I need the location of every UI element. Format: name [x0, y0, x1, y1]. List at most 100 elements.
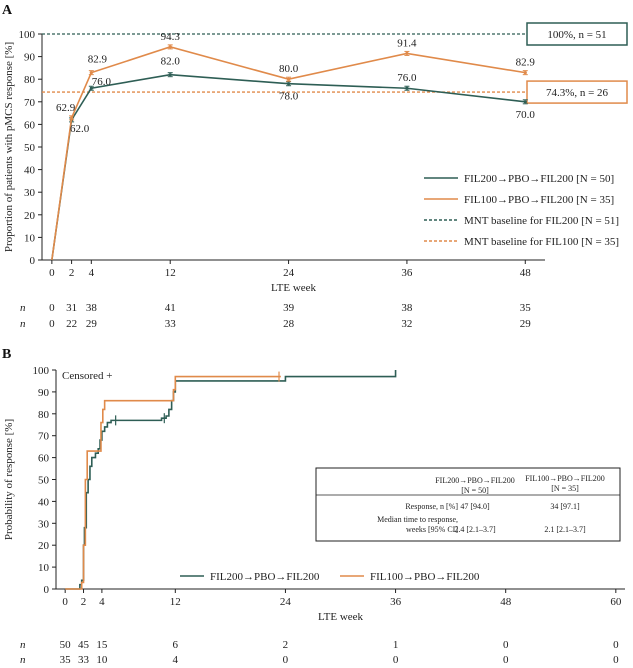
b-y-tick-label: 40 — [38, 496, 50, 508]
a-data-label-1: 82.9 — [88, 54, 108, 66]
b-table-cell: 2.4 [2.1–3.7] — [454, 525, 496, 534]
b-legend-label-1: FIL100→PBO→FIL200 — [370, 571, 480, 583]
b-risk-fil200: 50 — [60, 639, 72, 651]
b-x-tick-label: 48 — [500, 596, 512, 608]
b-x-tick-label: 2 — [81, 596, 87, 608]
b-risk-fil100: 0 — [393, 654, 399, 666]
b-y-tick-label: 10 — [38, 562, 50, 574]
a-y-tick-label: 40 — [24, 165, 36, 177]
b-risk-label-fil100: n — [20, 654, 26, 666]
a-y-tick-label: 90 — [24, 52, 36, 64]
a-data-label-1: 80.0 — [279, 63, 299, 75]
b-risk-fil200: 0 — [503, 639, 509, 651]
a-y-tick-label: 10 — [24, 232, 36, 244]
a-legend-label-1: FIL100→PBO→FIL200 [N = 35] — [464, 194, 614, 206]
b-table-header-fil200: FIL200→PBO→FIL200 [N = 50] — [435, 476, 515, 495]
a-risk-fil200: 38 — [86, 302, 98, 314]
b-censor-note: Censored + — [62, 370, 113, 382]
b-x-tick-label: 60 — [610, 596, 622, 608]
b-risk-fil100: 0 — [503, 654, 509, 666]
a-callout-box-fil100 — [526, 80, 628, 104]
a-y-tick-label: 20 — [24, 210, 36, 222]
a-point-0 — [286, 82, 291, 86]
b-risk-fil100: 4 — [173, 654, 179, 666]
a-data-label-0: 76.0 — [397, 72, 417, 84]
b-y-tick-label: 80 — [38, 409, 50, 421]
b-legend-label-0: FIL200→PBO→FIL200 — [210, 571, 320, 583]
b-risk-fil100: 10 — [96, 654, 108, 666]
a-y-tick-label: 60 — [24, 119, 36, 131]
a-risk-fil100: 22 — [66, 318, 77, 330]
a-x-tick-label: 12 — [165, 267, 176, 279]
a-x-axis-label: LTE week — [271, 282, 317, 294]
a-callout-fil200: 100%, n = 51 — [547, 29, 606, 41]
a-risk-fil100: 28 — [283, 318, 295, 330]
b-risk-fil200: 1 — [393, 639, 399, 651]
b-y-tick-label: 30 — [38, 518, 50, 530]
a-y-tick-label: 80 — [24, 74, 36, 86]
a-y-tick-label: 70 — [24, 97, 36, 109]
b-x-tick-label: 0 — [62, 596, 68, 608]
b-y-tick-label: 100 — [33, 365, 50, 377]
b-table-cell: 2.1 [2.1–3.7] — [544, 525, 586, 534]
a-risk-fil100: 29 — [520, 318, 532, 330]
b-risk-fil100: 0 — [283, 654, 289, 666]
a-risk-fil200: 38 — [401, 302, 413, 314]
a-x-tick-label: 24 — [283, 267, 295, 279]
panel-a-label: A — [2, 3, 13, 18]
b-risk-fil200: 0 — [613, 639, 619, 651]
a-risk-fil200: 35 — [520, 302, 532, 314]
a-x-tick-label: 48 — [520, 267, 532, 279]
b-km-curve-1 — [65, 375, 281, 590]
a-data-label-1: 94.3 — [161, 31, 181, 43]
a-risk-fil200: 41 — [165, 302, 176, 314]
a-point-1 — [523, 71, 527, 75]
b-risk-fil200: 45 — [78, 639, 90, 651]
a-risk-fil100: 29 — [86, 318, 98, 330]
a-point-0 — [405, 86, 409, 90]
a-point-1 — [89, 71, 93, 75]
b-table-row-label: Median time to response, weeks [95% CI] — [377, 515, 458, 534]
panel-b-label: B — [2, 347, 11, 362]
b-y-tick-label: 20 — [38, 540, 50, 552]
a-risk-fil100: 0 — [49, 318, 55, 330]
a-risk-fil200: 31 — [66, 302, 77, 314]
b-risk-fil200: 6 — [173, 639, 179, 651]
a-callout-fil100: 74.3%, n = 26 — [546, 87, 609, 99]
a-legend-label-3: MNT baseline for FIL100 [N = 35] — [464, 236, 619, 248]
b-risk-fil200: 2 — [283, 639, 289, 651]
b-x-tick-label: 36 — [390, 596, 402, 608]
b-y-tick-label: 0 — [44, 584, 50, 596]
b-summary-table — [315, 467, 621, 542]
a-risk-label-fil200: n — [20, 302, 26, 314]
b-y-tick-label: 90 — [38, 387, 50, 399]
b-y-tick-label: 60 — [38, 453, 50, 465]
a-point-0 — [168, 73, 172, 77]
a-risk-label-fil100: n — [20, 318, 26, 330]
a-y-tick-label: 100 — [19, 29, 36, 41]
a-point-1 — [286, 77, 291, 81]
a-data-label-1: 91.4 — [397, 37, 417, 49]
b-y-tick-label: 50 — [38, 475, 50, 487]
a-x-tick-label: 36 — [401, 267, 413, 279]
b-risk-fil200: 15 — [96, 639, 108, 651]
a-point-1 — [168, 45, 172, 49]
b-table-row-label: Response, n [%] — [405, 502, 458, 511]
a-x-tick-label: 2 — [69, 267, 75, 279]
b-risk-fil100: 33 — [78, 654, 90, 666]
a-point-0 — [89, 86, 93, 90]
a-data-label-1: 62.9 — [56, 102, 76, 114]
a-point-1 — [69, 116, 74, 120]
b-y-axis-label: Probability of response [%] — [3, 419, 15, 540]
b-x-tick-label: 12 — [170, 596, 181, 608]
a-legend-label-0: FIL200→PBO→FIL200 [N = 50] — [464, 173, 614, 185]
a-point-1 — [405, 51, 409, 56]
b-risk-fil100: 0 — [613, 654, 619, 666]
a-data-label-0: 70.0 — [516, 109, 536, 121]
b-x-tick-label: 24 — [280, 596, 292, 608]
a-y-axis-label: Proportion of patients with pMCS respons… — [3, 42, 15, 252]
a-data-label-0: 76.0 — [92, 76, 112, 88]
a-y-tick-label: 30 — [24, 187, 36, 199]
